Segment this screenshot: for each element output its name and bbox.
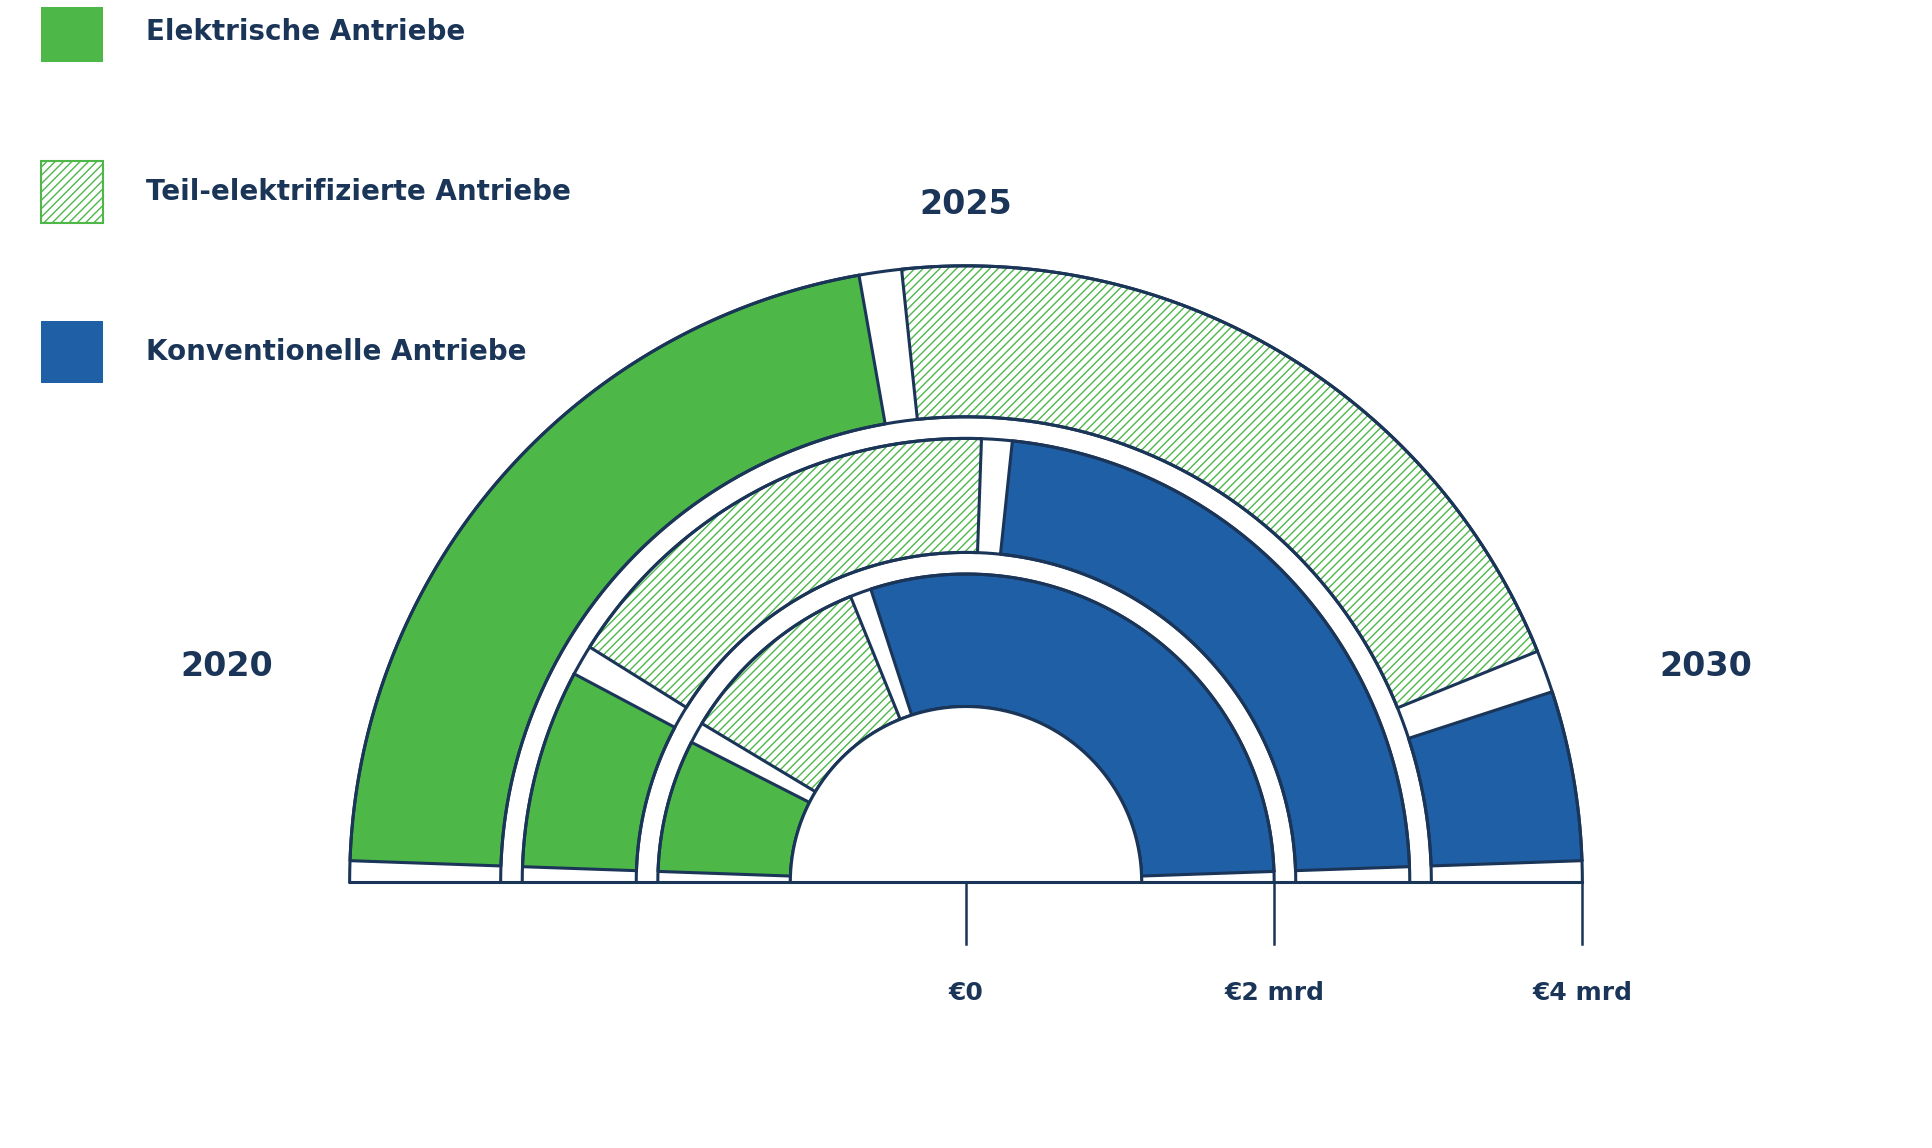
Text: 2020: 2020 <box>180 650 272 683</box>
Text: Konventionelle Antriebe: Konventionelle Antriebe <box>147 339 527 366</box>
Bar <box>41 161 102 223</box>
Polygon shape <box>1408 692 1582 866</box>
Polygon shape <box>902 266 1538 708</box>
Polygon shape <box>659 743 810 876</box>
Polygon shape <box>871 574 1273 876</box>
Polygon shape <box>701 597 900 792</box>
Bar <box>41 321 102 383</box>
Bar <box>41 1 102 62</box>
Polygon shape <box>790 706 1142 882</box>
Text: 2030: 2030 <box>1660 650 1752 683</box>
Polygon shape <box>589 439 981 707</box>
Bar <box>41 161 102 223</box>
Polygon shape <box>350 276 885 866</box>
Bar <box>41 161 102 223</box>
Polygon shape <box>1001 441 1410 870</box>
Polygon shape <box>522 674 674 870</box>
Text: Elektrische Antriebe: Elektrische Antriebe <box>147 17 466 46</box>
Text: Teil-elektrifizierte Antriebe: Teil-elektrifizierte Antriebe <box>147 178 572 205</box>
Text: €0: €0 <box>949 980 983 1004</box>
Text: 2025: 2025 <box>920 187 1012 220</box>
Text: €4 mrd: €4 mrd <box>1532 980 1633 1004</box>
Text: €2 mrd: €2 mrd <box>1225 980 1323 1004</box>
